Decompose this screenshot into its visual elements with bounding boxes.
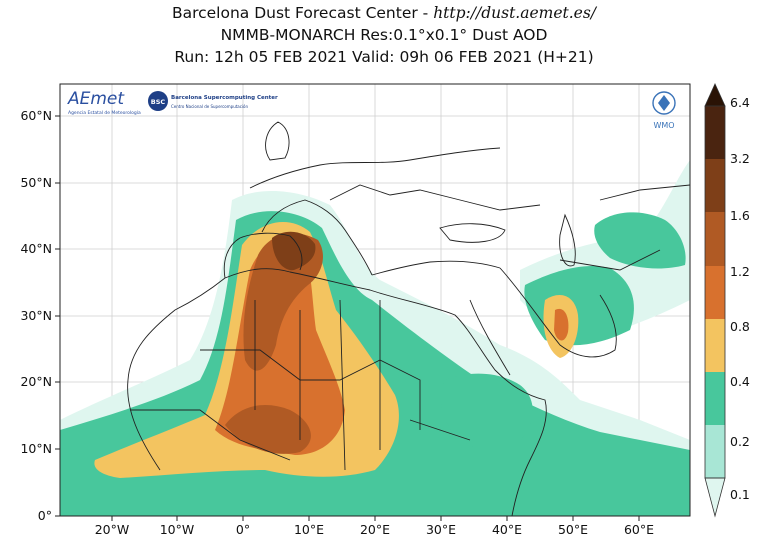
colorbar-bin-0.4-0.8 [705, 319, 725, 372]
title-url[interactable]: http://dust.aemet.es/ [433, 4, 597, 22]
wmo-emblem-inner [658, 95, 670, 111]
colorbar-top-arrow [704, 83, 726, 107]
colorbar-label-1.6: 1.6 [730, 208, 750, 223]
bsc-logo-title: Barcelona Supercomputing Center [171, 95, 278, 101]
lon-label-60e: 60°E [624, 522, 654, 537]
aod-band-0.2-southeast [441, 373, 533, 451]
aod-band-1.6 [272, 231, 316, 271]
aod-band-0.8-east [554, 308, 569, 341]
title-line-2: NMMB-MONARCH Res:0.1°x0.1° Dust AOD [220, 26, 548, 44]
lon-label-10w: 10°W [160, 522, 195, 537]
map-title: Barcelona Dust Forecast Center - http://… [0, 2, 768, 68]
lon-label-30e: 30°E [426, 522, 456, 537]
aod-band-0.8 [215, 239, 345, 455]
dust-aod-field [60, 160, 690, 516]
lat-label-10n: 10°N [20, 441, 52, 456]
colorbar-label-0.2: 0.2 [730, 434, 750, 449]
colorbar-label-0.8: 0.8 [730, 319, 750, 334]
lon-label-40e: 40°E [492, 522, 522, 537]
title-center-name: Barcelona Dust Forecast Center - [171, 4, 434, 22]
aemet-logo-subtitle: Agencia Estatal de Meteorología [68, 109, 141, 116]
lat-label-0: 0° [38, 508, 52, 523]
coastlines [127, 121, 690, 516]
lon-label-50e: 50°E [558, 522, 588, 537]
colorbar-outline [704, 105, 726, 479]
bsc-logo: BSC Barcelona Supercomputing Center Cent… [148, 91, 278, 111]
aod-band-1.2-south [225, 405, 311, 454]
title-line-1: Barcelona Dust Forecast Center - http://… [0, 2, 768, 24]
colorbar-bin-1.6-3.2 [705, 159, 725, 212]
bsc-logo-subtitle: Centro Nacional de Supercomputación [171, 104, 249, 109]
wmo-logo: WMO [652, 91, 676, 130]
colorbar-bin-0.2-0.4 [705, 372, 725, 425]
lat-label-50n: 50°N [20, 175, 52, 190]
lat-label-40n: 40°N [20, 241, 52, 256]
lat-label-60n: 60°N [20, 108, 52, 123]
lat-label-20n: 20°N [20, 374, 52, 389]
lat-ticks [55, 115, 60, 517]
aemet-logo: AEmet Agencia Estatal de Meteorología [67, 89, 141, 116]
colorbar-label-1.2: 1.2 [730, 264, 750, 279]
colorbar-bottom-arrow [704, 477, 726, 518]
bsc-logo-emblem [148, 91, 168, 111]
colorbar-label-0.4: 0.4 [730, 374, 750, 389]
title-line-3: Run: 12h 05 FEB 2021 Valid: 09h 06 FEB 2… [174, 48, 594, 66]
aod-band-0.2-central-asia [594, 212, 686, 269]
colorbar-label-3.2: 3.2 [730, 151, 750, 166]
lat-label-30n: 30°N [20, 308, 52, 323]
lon-ticks [111, 516, 640, 521]
colorbar-label-6.4: 6.4 [730, 95, 750, 110]
bsc-logo-mark: BSC [151, 98, 166, 106]
lon-label-20w: 20°W [95, 522, 130, 537]
colorbar: 0.1 0.2 0.4 0.8 1.2 1.6 3.2 6.4 [704, 83, 750, 518]
wmo-logo-text: WMO [653, 121, 674, 130]
colorbar-label-0.1: 0.1 [730, 487, 750, 502]
colorbar-bin-0.1-0.2 [705, 425, 725, 478]
colorbar-bin-1.2-1.6 [705, 212, 725, 266]
aod-band-1.2 [243, 233, 323, 371]
lon-label-20e: 20°E [360, 522, 390, 537]
lon-label-0: 0° [236, 522, 250, 537]
aemet-logo-text: AEmet [67, 89, 125, 109]
wmo-emblem-icon [652, 91, 676, 115]
colorbar-bin-3.2-6.4 [705, 106, 725, 159]
colorbar-bin-0.8-1.2 [705, 266, 725, 319]
lon-label-10e: 10°E [294, 522, 324, 537]
aod-band-0.2-east [524, 265, 634, 346]
